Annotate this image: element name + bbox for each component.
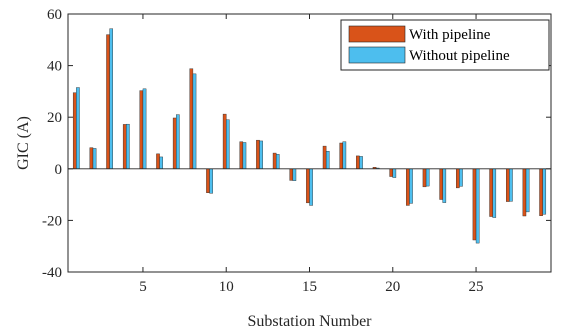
bar-without-pipeline-7 [176,114,180,170]
bar-without-pipeline-14 [292,168,297,181]
bar-without-pipeline-13 [275,154,280,170]
bar-without-pipeline-4 [126,123,130,169]
bar-without-pipeline-10 [226,119,230,169]
bar-without-pipeline-27 [509,168,513,202]
bar-without-pipeline-17 [342,141,347,170]
bar-without-pipeline-8 [192,73,197,170]
bar-with-pipeline-6 [156,153,160,169]
bar-with-pipeline-27 [506,168,510,202]
y-tick-label: 60 [47,7,62,23]
x-tick-label: 20 [385,279,400,295]
bar-with-pipeline-29 [539,168,543,216]
bar-without-pipeline-29 [542,168,547,215]
bar-with-pipeline-11 [239,141,244,170]
bar-without-pipeline-21 [409,168,413,204]
bar-without-pipeline-2 [92,148,97,169]
bar-with-pipeline-26 [489,168,493,217]
bar-without-pipeline-24 [459,168,463,187]
legend-label-without-pipeline: Without pipeline [409,48,510,64]
legend-swatch-with-pipeline [348,25,406,43]
x-tick-label: 25 [469,279,484,295]
bar-without-pipeline-12 [259,140,263,170]
bar-without-pipeline-23 [442,168,447,203]
bar-with-pipeline-9 [206,168,210,193]
x-tick-label: 10 [219,279,234,295]
bar-without-pipeline-1 [76,87,80,169]
bar-with-pipeline-14 [289,168,294,181]
bar-without-pipeline-6 [159,156,163,169]
bar-without-pipeline-9 [209,168,213,194]
legend-swatch-without-pipeline [348,46,406,64]
bar-with-pipeline-8 [189,68,194,169]
bar-with-pipeline-2 [89,147,94,169]
y-tick-label: 20 [47,110,62,126]
bar-with-pipeline-28 [522,168,527,217]
bar-with-pipeline-21 [406,168,410,206]
bar-without-pipeline-20 [392,168,397,178]
legend: With pipeline Without pipeline [340,19,550,71]
x-axis-title: Substation Number [248,313,373,330]
bar-with-pipeline-5 [139,90,144,169]
bar-without-pipeline-25 [475,168,480,244]
bar-without-pipeline-16 [325,151,330,169]
bar-without-pipeline-11 [242,142,247,169]
bar-with-pipeline-3 [106,34,110,170]
ticks-layer: -40 -20 0 20 40 60 5 10 15 20 25 [42,7,551,295]
bar-with-pipeline-23 [439,168,443,200]
bar-with-pipeline-16 [322,145,327,170]
bar-with-pipeline-15 [306,168,310,204]
bar-with-pipeline-13 [272,152,277,169]
bar-with-pipeline-10 [222,113,227,169]
bar-without-pipeline-28 [525,168,530,213]
bar-with-pipeline-18 [356,155,360,169]
x-tick-label: 15 [302,279,317,295]
bar-with-pipeline-7 [172,117,177,170]
y-tick-label: -20 [42,213,62,229]
bar-with-pipeline-4 [122,124,127,169]
bar-without-pipeline-18 [359,156,363,169]
bar-without-pipeline-3 [109,28,113,169]
x-tick-label: 5 [139,279,147,295]
bar-without-pipeline-26 [492,168,497,218]
bar-without-pipeline-5 [142,88,147,170]
bar-without-pipeline-22 [425,168,430,187]
bar-with-pipeline-12 [256,139,260,170]
bar-with-pipeline-24 [456,168,460,189]
bar-with-pipeline-1 [72,92,77,170]
bar-with-pipeline-17 [339,142,344,169]
bar-with-pipeline-22 [422,168,427,188]
bar-with-pipeline-25 [472,168,477,241]
y-tick-label: 40 [47,59,62,75]
y-axis-title: GIC (A) [15,116,32,170]
bar-without-pipeline-15 [309,168,313,206]
y-tick-label: -40 [42,265,62,281]
y-tick-label: 0 [55,162,63,178]
bar-with-pipeline-20 [389,168,393,177]
legend-label-with-pipeline: With pipeline [409,27,491,43]
